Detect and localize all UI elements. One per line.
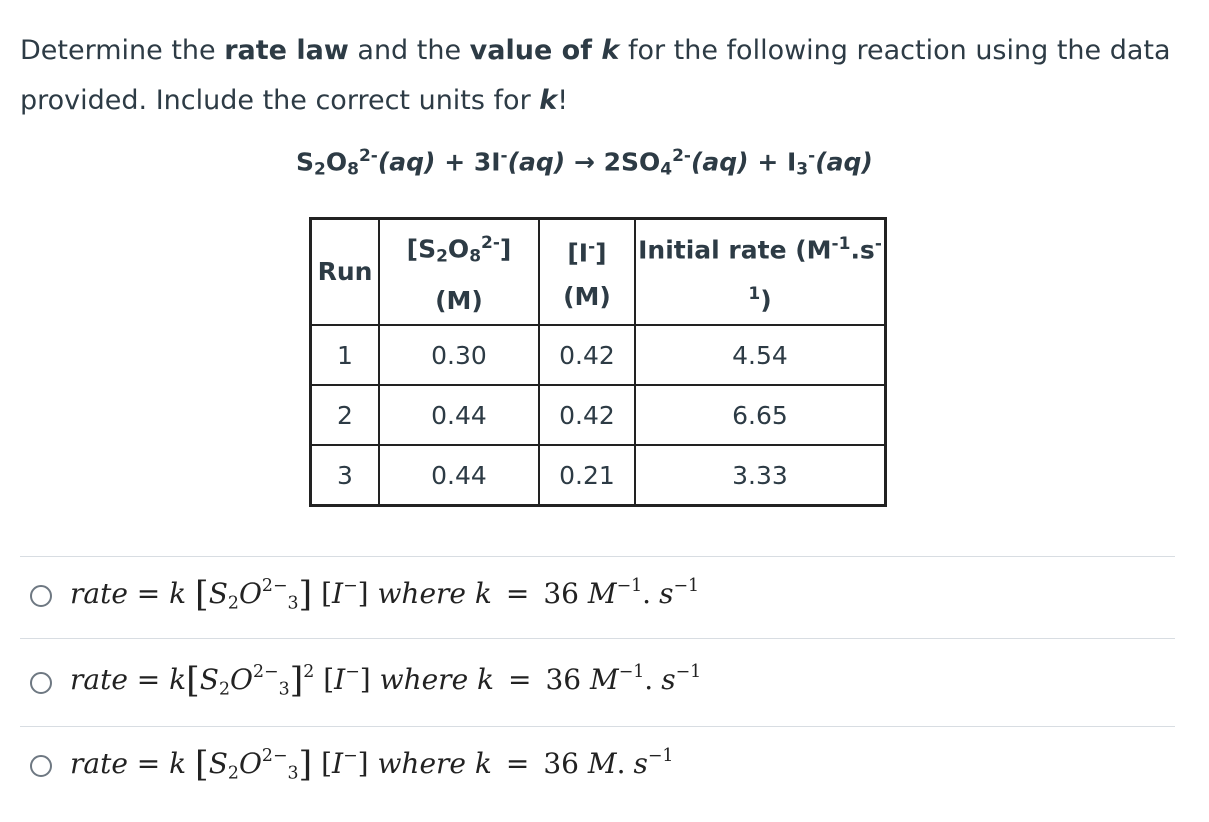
header-initial-rate: Initial rate (M-1.s-1): [634, 217, 887, 326]
table-row: 3 0.44 0.21 3.33: [309, 444, 887, 507]
table-row: 1 0.30 0.42 4.54: [309, 324, 887, 386]
cell-s2o8: 0.44: [378, 384, 540, 446]
cell-run: 1: [309, 324, 380, 386]
cell-iodide: 0.21: [538, 444, 636, 507]
answer-formula: rate = k [S2O2−3] [I−] where k = 36 M. s−1: [70, 745, 674, 785]
cell-rate: 3.33: [634, 444, 887, 507]
bold-value-of: value of: [469, 35, 602, 66]
answer-option-2[interactable]: rate = k[S2O2−3]2 [I−] where k = 36 M−1. s−…: [20, 638, 1175, 721]
cell-s2o8: 0.44: [378, 444, 540, 507]
radio-button[interactable]: [30, 585, 52, 607]
cell-iodide: 0.42: [538, 324, 636, 386]
radio-button[interactable]: [30, 755, 52, 777]
cell-iodide: 0.42: [538, 384, 636, 446]
table-row: 2 0.44 0.42 6.65: [309, 384, 887, 446]
cell-s2o8: 0.30: [378, 324, 540, 386]
radio-button[interactable]: [30, 672, 52, 694]
answer-formula: rate = k[S2O2−3]2 [I−] where k = 36 M−1. s−…: [70, 661, 702, 701]
reaction-equation: S2O82-(aq) + 3I-(aq) → 2SO42-(aq) + I3-(…: [296, 146, 873, 180]
answer-option-3[interactable]: rate = k [S2O2−3] [I−] where k = 36 M. s−1: [20, 726, 1175, 817]
rate-data-table: Run [S2O82-] (M) [I-] (M) Initial rate (M-…: [309, 217, 887, 507]
bold-rate-law: rate law: [224, 35, 349, 66]
bold-k: k: [601, 35, 620, 66]
answer-option-1[interactable]: rate = k [S2O2−3] [I−] where k = 36 M−1. s−…: [20, 556, 1175, 639]
table-header-row: Run [S2O82-] (M) [I-] (M) Initial rate (M-…: [309, 217, 887, 326]
question-text: Determine the rate law and the value of …: [20, 35, 1171, 116]
cell-rate: 6.65: [634, 384, 887, 446]
header-run: Run: [309, 217, 380, 326]
header-s2o8-conc: [S2O82-] (M): [378, 217, 540, 326]
answer-formula: rate = k [S2O2−3] [I−] where k = 36 M−1. s−…: [70, 575, 700, 615]
header-iodide-conc: [I-] (M): [538, 217, 636, 326]
cell-rate: 4.54: [634, 324, 887, 386]
cell-run: 2: [309, 384, 380, 446]
cell-run: 3: [309, 444, 380, 507]
